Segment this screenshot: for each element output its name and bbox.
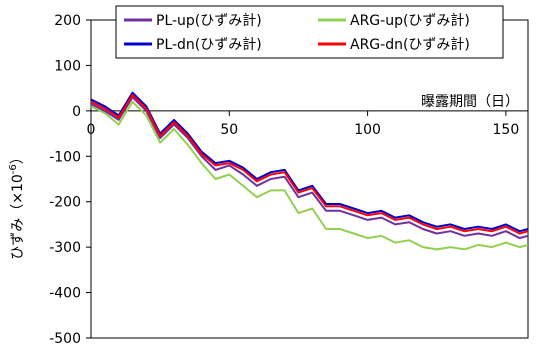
plot-frame: [90, 19, 529, 339]
x-tick-label: 150: [493, 122, 520, 138]
legend: PL-up(ひずみ計) ARG-up(ひずみ計) PL-dn(ひずみ計) ARG-dn…: [115, 5, 504, 59]
y-tick-label: -200: [49, 195, 81, 211]
legend-label: ARG-up(ひずみ計): [350, 13, 470, 29]
y-axis-title-tail: ）: [10, 150, 26, 164]
y-axis: 200 100 0 -100 -200 -300 -400 -500: [49, 13, 91, 347]
y-tick-label: 200: [54, 13, 81, 29]
y-tick-label: 0: [72, 104, 81, 120]
x-axis-ticks: 0 50 100 150: [87, 110, 520, 138]
x-tick-label: 0: [87, 122, 96, 138]
legend-label: ARG-dn(ひずみ計): [350, 37, 470, 53]
series-line: [90, 94, 529, 235]
y-tick-label: -500: [49, 331, 81, 347]
y-tick-label: -300: [49, 240, 81, 256]
series-line: [90, 96, 529, 240]
series-line: [90, 91, 529, 233]
x-tick-label: 100: [354, 122, 381, 138]
x-tick-label: 50: [220, 122, 238, 138]
legend-box: [115, 5, 504, 59]
series-lines: [90, 91, 529, 251]
legend-label: PL-dn(ひずみ計): [156, 37, 262, 53]
y-tick-label: 100: [54, 58, 81, 74]
x-axis-title: 曝露期間（日）: [421, 94, 519, 110]
series-line: [90, 100, 529, 251]
y-tick-label: -400: [49, 286, 81, 302]
y-tick-label: -100: [49, 149, 81, 165]
y-axis-title-main: ひずみ（×10: [10, 174, 26, 260]
legend-label: PL-up(ひずみ計): [156, 13, 262, 29]
y-axis-title-sup: -6: [8, 164, 19, 174]
y-axis-title: ひずみ（×10-6）: [8, 150, 26, 260]
